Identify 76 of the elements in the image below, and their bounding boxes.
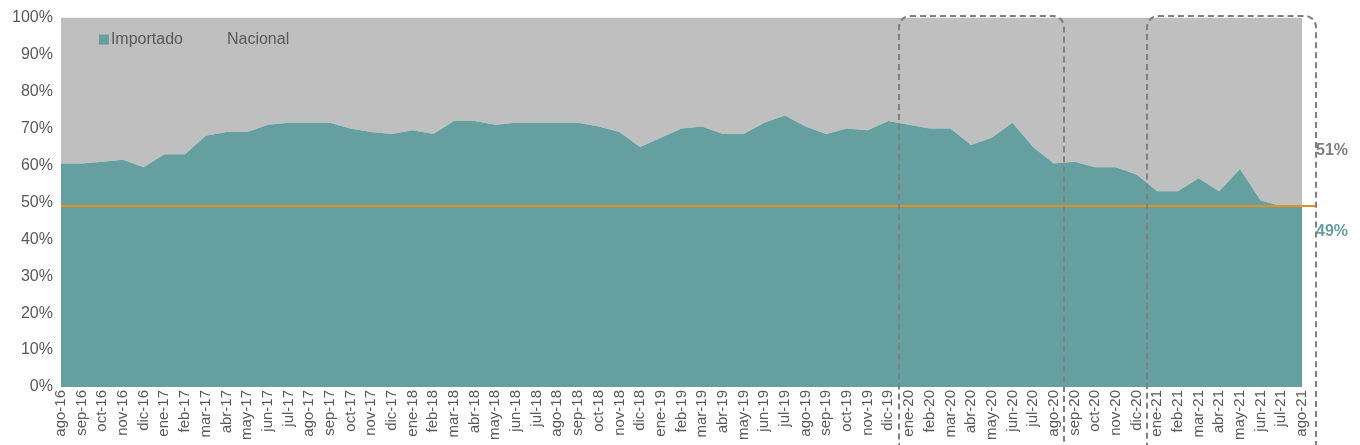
- y-tick-label: 80%: [20, 81, 53, 99]
- x-tick-label: may-20: [981, 389, 999, 441]
- x-tick-label: sep-20: [1064, 389, 1082, 436]
- x-tick-label: jul-20: [1023, 389, 1041, 428]
- x-tick-label: jul-21: [1271, 389, 1289, 428]
- x-tick-label: ene-20: [899, 389, 917, 437]
- x-tick-label: jun-20: [1002, 389, 1020, 433]
- x-tick-label: oct-17: [340, 389, 358, 432]
- x-tick-label: nov-17: [361, 389, 379, 436]
- x-tick-label: abr-17: [216, 389, 234, 434]
- x-tick-label: nov-16: [113, 389, 131, 436]
- x-tick-label: mar-19: [692, 389, 710, 438]
- legend-label: Importado: [110, 30, 184, 48]
- x-tick-label: feb-19: [671, 389, 689, 433]
- x-tick-label: mar-18: [444, 389, 462, 438]
- y-tick-label: 50%: [20, 192, 53, 210]
- x-tick-label: sep-19: [816, 389, 834, 436]
- x-tick-label: jun-21: [1250, 389, 1268, 433]
- x-tick-label: dic-18: [630, 389, 648, 431]
- x-tick-label: jul-18: [526, 389, 544, 428]
- x-tick-label: mar-20: [940, 389, 958, 438]
- y-tick-label: 30%: [20, 266, 53, 284]
- x-tick-label: dic-16: [133, 389, 151, 431]
- x-tick-label: jun-18: [506, 389, 524, 433]
- x-tick-label: dic-20: [1126, 389, 1144, 431]
- x-tick-label: may-18: [485, 389, 503, 441]
- x-tick-label: ene-17: [154, 389, 172, 437]
- x-tick-label: dic-19: [878, 389, 896, 431]
- x-tick-label: abr-18: [464, 389, 482, 434]
- x-tick-label: oct-19: [837, 389, 855, 432]
- x-tick-label: nov-18: [609, 389, 627, 436]
- x-tick-label: mar-17: [195, 389, 213, 438]
- x-tick-label: jul-19: [775, 389, 793, 428]
- x-tick-label: ene-18: [402, 389, 420, 437]
- x-tick-label: may-21: [1230, 389, 1248, 441]
- x-tick-label: ago-16: [51, 389, 69, 437]
- x-tick-label: abr-21: [1209, 389, 1227, 434]
- x-tick-label: ago-21: [1292, 389, 1310, 437]
- y-tick-label: 40%: [20, 229, 53, 247]
- y-tick-label: 70%: [20, 118, 53, 136]
- x-tick-label: jun-17: [257, 389, 275, 433]
- annotation: 51%: [1316, 140, 1349, 158]
- x-tick-label: oct-18: [588, 389, 606, 432]
- x-tick-label: oct-20: [1085, 389, 1103, 432]
- y-tick-label: 60%: [20, 155, 53, 173]
- x-tick-label: ago-18: [547, 389, 565, 437]
- x-tick-label: feb-20: [919, 389, 937, 433]
- x-tick-label: ago-20: [1043, 389, 1061, 437]
- x-tick-label: abr-19: [712, 389, 730, 434]
- x-tick-label: jun-19: [754, 389, 772, 433]
- x-tick-label: sep-18: [568, 389, 586, 436]
- x-tick-label: may-17: [237, 389, 255, 441]
- x-tick-label: ene-21: [1147, 389, 1165, 437]
- x-tick-label: may-19: [733, 389, 751, 441]
- x-tick-label: dic-17: [382, 389, 400, 431]
- x-tick-label: nov-19: [857, 389, 875, 436]
- x-tick-label: sep-17: [319, 389, 337, 436]
- y-tick-label: 0%: [29, 377, 53, 395]
- x-tick-label: sep-16: [71, 389, 89, 436]
- x-tick-label: jul-17: [278, 389, 296, 428]
- series-label: Nacional: [226, 30, 290, 48]
- x-tick-label: mar-21: [1188, 389, 1206, 438]
- x-tick-label: feb-18: [423, 389, 441, 433]
- y-tick-label: 20%: [20, 303, 53, 321]
- x-tick-label: ene-19: [650, 389, 668, 437]
- x-tick-label: feb-21: [1168, 389, 1186, 433]
- y-tick-label: 10%: [20, 340, 53, 358]
- x-tick-label: ago-19: [795, 389, 813, 437]
- x-tick-label: ago-17: [299, 389, 317, 437]
- x-tick-label: feb-17: [175, 389, 193, 433]
- annotation: 49%: [1316, 222, 1349, 240]
- y-tick-label: 90%: [20, 44, 53, 62]
- x-tick-label: nov-20: [1105, 389, 1123, 436]
- x-tick-label: oct-16: [92, 389, 110, 432]
- x-tick-label: abr-20: [961, 389, 979, 434]
- y-tick-label: 100%: [12, 8, 53, 26]
